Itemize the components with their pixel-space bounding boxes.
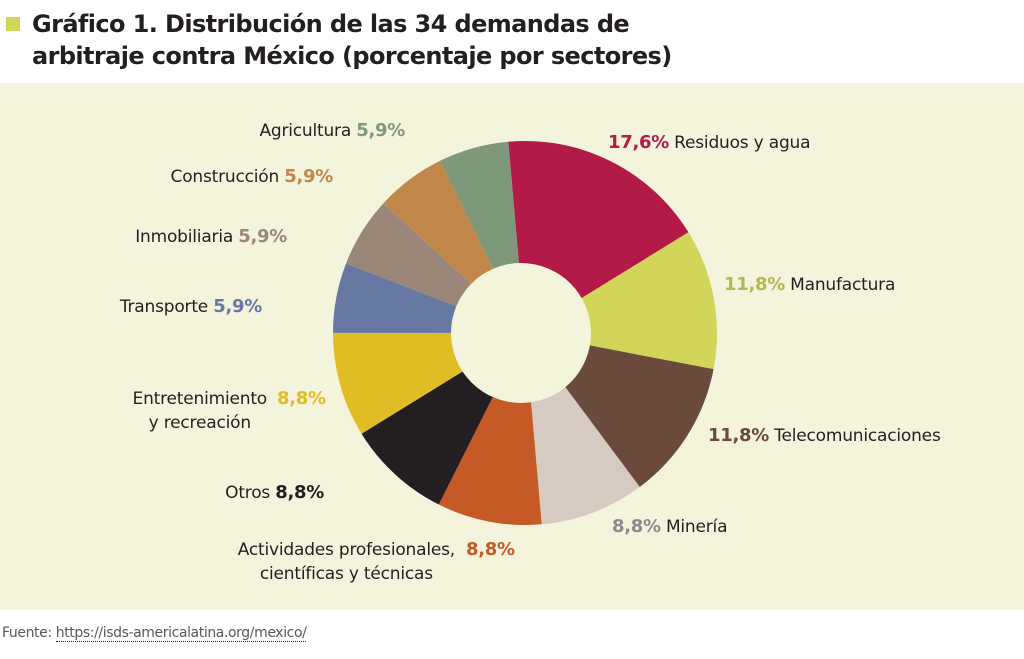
slice-name-label: Entretenimiento: [133, 389, 267, 409]
slice-value-label: 5,9%: [356, 120, 405, 141]
chart-title-line-1: Gráfico 1. Distribución de las 34 demand…: [32, 10, 630, 38]
slice-name-label: Minería: [661, 517, 728, 537]
slice-name-label: científicas y técnicas: [260, 564, 433, 584]
slice-label-group: Otros 8,8%: [225, 482, 324, 503]
slice-label-group: 11,8% Telecomunicaciones: [708, 425, 941, 446]
slice-value-label: 8,8%: [466, 539, 515, 560]
slice-label-group: 17,6% Residuos y agua: [608, 132, 811, 153]
slice-label-line: Actividades profesionales,: [238, 540, 455, 560]
slice-value: 8,8%: [466, 539, 515, 560]
slice-value-label: 8,8%: [275, 482, 324, 503]
slice-label: Agricultura 5,9%: [259, 120, 405, 141]
slice-value-label: 11,8%: [724, 274, 785, 295]
slice-label-line: científicas y técnicas: [260, 564, 433, 584]
slice-label-group: Inmobiliaria 5,9%: [135, 226, 287, 247]
source-prefix: Fuente:: [2, 625, 56, 641]
slice-label: 8,8% Minería: [612, 516, 727, 537]
slice-name-label: Residuos y agua: [669, 133, 810, 153]
slice-value-label: 17,6%: [608, 132, 669, 153]
slice-name-label: Transporte: [119, 297, 213, 317]
slice-label: Inmobiliaria 5,9%: [135, 226, 287, 247]
slice-label: 11,8% Manufactura: [724, 274, 895, 295]
slice-label-group: 11,8% Manufactura: [724, 274, 895, 295]
slice-label: Transporte 5,9%: [119, 296, 262, 317]
slice-name-label: Actividades profesionales,: [238, 540, 455, 560]
slice-label-group: Transporte 5,9%: [119, 296, 263, 317]
chart-title-line-2: arbitraje contra México (porcentaje por …: [32, 42, 672, 70]
slice-name-label: Otros: [225, 483, 275, 503]
slice-value-label: 5,9%: [284, 166, 333, 187]
slice-name-label: Agricultura: [259, 121, 356, 141]
slice-label-group: Construcción 5,9%: [171, 166, 334, 187]
slice-label-group: 8,8% Minería: [612, 516, 727, 537]
slice-label: 17,6% Residuos y agua: [608, 132, 810, 153]
slice-label-line: Entretenimiento: [133, 389, 267, 409]
slice-label: Construcción 5,9%: [171, 166, 334, 187]
source-note: Fuente: https://isds-americalatina.org/m…: [2, 625, 307, 642]
slice-value-label: 11,8%: [708, 425, 769, 446]
slice-name-label: Manufactura: [785, 275, 895, 295]
slice-name-label: Inmobiliaria: [135, 227, 238, 247]
slice-value-label: 8,8%: [612, 516, 661, 537]
slice-label-group: Agricultura 5,9%: [259, 120, 405, 141]
title-marker-square: [6, 17, 20, 31]
source-link[interactable]: https://isds-americalatina.org/mexico/: [55, 625, 307, 642]
slice-value: 8,8%: [277, 388, 326, 409]
slice-name-label: y recreación: [149, 413, 251, 433]
slice-label-line: y recreación: [149, 413, 251, 433]
chart-title: Gráfico 1. Distribución de las 34 demand…: [32, 8, 932, 72]
donut-hole: [451, 263, 591, 403]
slice-label-group: Entretenimiento y recreación 8,8%: [133, 388, 327, 433]
slice-name-label: Telecomunicaciones: [769, 426, 941, 446]
slice-label: 11,8% Telecomunicaciones: [708, 425, 941, 446]
slice-value-label: 5,9%: [213, 296, 262, 317]
slice-label-group: Actividades profesionales, científicas y …: [238, 539, 516, 584]
slice-label: Otros 8,8%: [225, 482, 324, 503]
slice-name-label: Construcción: [171, 167, 285, 187]
slice-value-label: 5,9%: [238, 226, 287, 247]
slice-value-label: 8,8%: [277, 388, 326, 409]
